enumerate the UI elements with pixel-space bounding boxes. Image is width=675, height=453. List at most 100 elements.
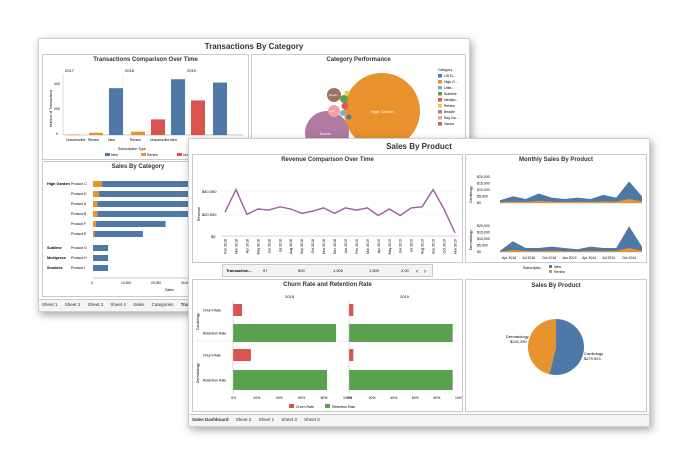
sales-pie-chart: Dermatology $240,250 Cardiology $279,924 (506, 319, 603, 375)
cat-legend-item-7: Ray Go... (444, 116, 459, 120)
mon-xtick-0: Apr 2018 (502, 256, 516, 260)
rev-ytick-2: $0 (211, 234, 216, 239)
sub-legend-renew: Renew (554, 270, 565, 274)
back-tab-3[interactable]: Sheet 3 (87, 302, 104, 307)
sbc-xtick-0: 0 (91, 281, 93, 285)
cat-legend-item-6: Beadle (444, 110, 455, 114)
filter-value-0: 97 (263, 268, 268, 273)
churn-product-0: Cardiology (196, 313, 200, 330)
transactions-comparison-chart: 2017 2018 2019 Number of Transactions 0 … (49, 68, 243, 157)
mon-xtick-3: Jan 2019 (562, 256, 576, 260)
year-label-2019: 2019 (187, 68, 197, 73)
churn-row-label-2: Churn Rate (203, 354, 221, 358)
rev-month-14: Apr 2019 (377, 239, 381, 253)
front-tab-2[interactable]: Sheet 2 (235, 417, 252, 422)
sbc-xlabel: Sales (165, 288, 174, 292)
mon-xtick-1: Jul 2018 (522, 256, 535, 260)
sub-legend-renew-swatch (549, 270, 552, 273)
front-tab-1[interactable]: Sales Dashboard (192, 417, 229, 422)
tx-bar-0 (67, 134, 81, 136)
filter-value-4: 2,00 (401, 268, 410, 273)
tx-category-0: Unsubscribe (66, 138, 86, 142)
rev-month-3: May 2018 (256, 239, 260, 254)
sbc-product-7: Product H (71, 256, 87, 260)
back-tab-4[interactable]: Sheet 4 (110, 302, 126, 307)
front-tab-5[interactable]: Sheet 3 (304, 417, 320, 422)
cat-legend-swatch-1 (438, 80, 442, 84)
sbc-product-8: Product I (71, 266, 85, 270)
tx-ytick-0: 0 (56, 132, 58, 136)
sbc-product-1: Product D (71, 192, 87, 196)
year-label-2017: 2017 (65, 68, 75, 73)
bubble-label-reeds: Reeds (329, 93, 338, 97)
sbc-bar-new-4 (96, 221, 166, 227)
churn-bar-1-1 (349, 324, 453, 342)
rev-month-5: Jul 2018 (278, 239, 282, 252)
sales-pie-title: Sales By Product (531, 283, 581, 289)
sbc-bar-renew-0 (93, 181, 103, 187)
back-tab-2[interactable]: Sheet 2 (64, 302, 81, 307)
churn-xtick-0-2: 40% (276, 396, 283, 400)
mon-ytick-top-1: $15,000 (477, 182, 490, 186)
tx-legend-renew-swatch (141, 153, 146, 156)
rev-ytick-1: $20,000 (202, 212, 217, 217)
monthly-sales-chart: Cardiology Dermatology $20,000 $15,000 $10… (469, 175, 642, 260)
rev-month-15: May 2019 (388, 239, 392, 254)
tx-category-5: New (170, 138, 177, 142)
bubble-reeds (327, 88, 341, 102)
sbc-bar-new-2 (97, 201, 228, 207)
tx-bar-7 (213, 82, 227, 135)
pie-slice-dermatology (527, 319, 556, 375)
churn-row-label-1: Retention Rate (203, 332, 226, 336)
sub-legend-title: Subscriptio... (523, 266, 543, 270)
subscription-legend-box: Subscriptio... New Renew (523, 265, 565, 274)
bubble-small-5 (344, 90, 350, 96)
sales-by-category-chart: High Garden Product C Product D Product A Pr… (47, 181, 229, 292)
sbc-product-4: Product F (71, 222, 86, 226)
sub-legend-new-swatch (549, 265, 552, 268)
transactions-filter[interactable]: Transaction... 97 500 1,000 1,500 2,00 ‹… (222, 264, 433, 277)
sbc-bar-renew-5 (93, 231, 95, 237)
pie-slice-cardiology (549, 319, 584, 375)
churn-xtick-1-5: 100% (455, 396, 462, 400)
sbc-bar-new-7 (93, 255, 109, 261)
sbc-bar-new-0 (102, 181, 229, 187)
churn-legend-retention: Retention Rate (332, 405, 355, 409)
front-tab-3[interactable]: Sheet 1 (258, 417, 275, 422)
sbc-xtick-3: 30,000 (181, 281, 191, 285)
mon-xtick-2: Oct 2018 (542, 256, 556, 260)
back-tab-5[interactable]: Sales (133, 302, 145, 307)
bubble-small-3 (340, 110, 346, 116)
front-tab-4[interactable]: Sheet 3 (281, 417, 297, 422)
rev-month-7: Sep 2018 (300, 239, 304, 254)
monthly-sales-panel: Monthly Sales By Product Cardiology Derm… (465, 154, 647, 263)
churn-xtick-1-1: 20% (369, 396, 376, 400)
churn-row-label-3: Retention Rate (203, 379, 226, 383)
cat-legend-swatch-5 (438, 104, 442, 108)
bubble-high-garden (344, 73, 420, 149)
year-label-2018: 2018 (125, 68, 135, 73)
tx-ylabel: Number of Transactions (49, 90, 53, 127)
churn-xtick-0-3: 60% (298, 396, 305, 400)
churn-row-label-0: Churn Rate (203, 309, 221, 313)
sbc-group-1: Sublime (47, 246, 62, 250)
mon-ytick-bot-4: $0 (477, 250, 481, 254)
revenue-panel: Revenue Comparison Over Time Revenue $40… (192, 154, 463, 263)
cat-legend-swatch-4 (438, 98, 442, 102)
back-tab-6[interactable]: Categories (151, 302, 174, 307)
rev-month-1: Mar 2018 (235, 239, 239, 254)
sbc-xtick-2: 20,000 (151, 281, 161, 285)
back-tab-1[interactable]: Sheet 1 (42, 302, 58, 307)
tx-legend-new: New (111, 153, 118, 157)
sbc-bar-new-3 (97, 211, 204, 217)
rev-month-13: Mar 2019 (366, 239, 370, 254)
cat-legend-item-0: Lift To... (444, 74, 456, 78)
churn-bar-0-3 (233, 370, 328, 390)
churn-bar-1-0 (349, 304, 354, 316)
churn-bar-1-3 (349, 370, 453, 390)
sbc-product-2: Product A (71, 202, 87, 206)
filter-value-1: 500 (298, 268, 305, 273)
rev-month-2: Apr 2018 (245, 239, 249, 253)
cat-legend-item-8: Vasha (444, 122, 454, 126)
churn-year-0: 2018 (285, 294, 295, 299)
